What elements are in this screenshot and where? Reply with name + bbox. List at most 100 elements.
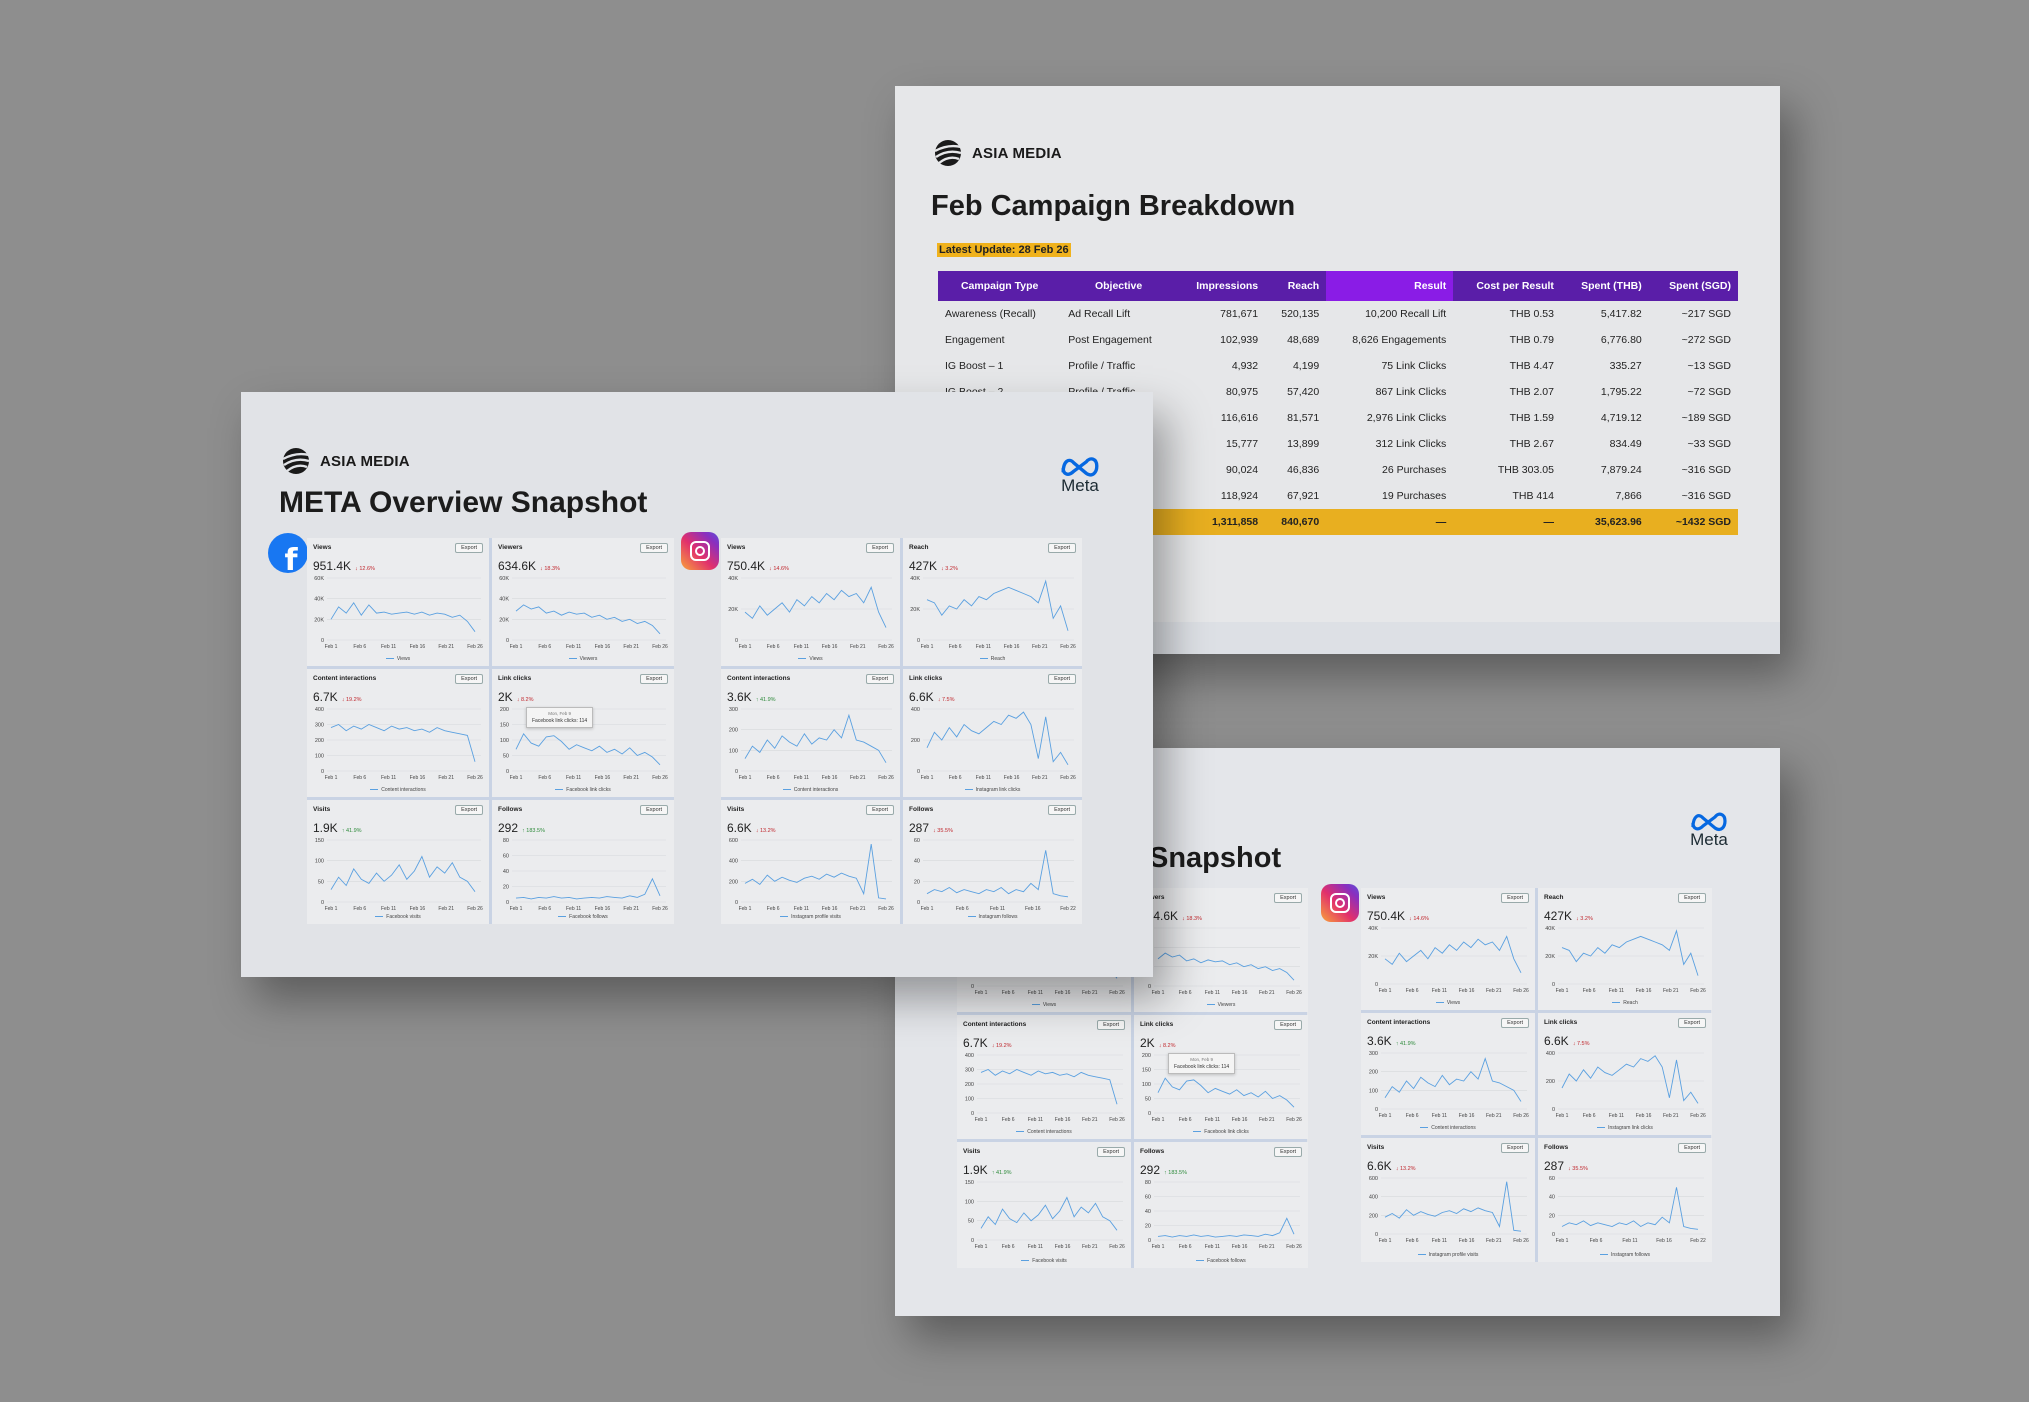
x-tick-label: Feb 1 — [975, 990, 988, 996]
export-button[interactable]: Export — [1678, 1018, 1706, 1028]
metric-card: Content interactions Export 3.6K ↑ 41.9% 300… — [1361, 1013, 1535, 1135]
x-tick-label: Feb 16 — [1004, 644, 1020, 650]
brand: ASIA MEDIA — [933, 138, 1062, 168]
export-button[interactable]: Export — [455, 674, 483, 684]
tooltip-date: Mon, Feb 9 — [1190, 1057, 1213, 1062]
metric-delta: ↑ 183.5% — [522, 828, 545, 834]
export-button[interactable]: Export — [1274, 1147, 1302, 1157]
metric-title: Content interactions — [1367, 1019, 1431, 1026]
x-tick-label: Feb 6 — [1406, 988, 1419, 994]
x-tick-label: Feb 26 — [652, 775, 668, 781]
col-header: Objective — [1061, 271, 1176, 301]
y-tick-label: 40K — [314, 597, 324, 603]
y-tick-label: 0 — [1148, 984, 1151, 990]
export-button[interactable]: Export — [866, 674, 894, 684]
metric-value: 6.6K — [1367, 1159, 1392, 1173]
x-tick-label: Feb 21 — [1082, 1244, 1098, 1250]
metric-card: Link clicks Export 2K ↓ 8.2% 200 150 100 50 0 Feb… — [1134, 1015, 1308, 1139]
instagram-metrics-grid: Views Export 750.4K ↓ 14.6% 40K 20K 0 Feb 1 Feb … — [721, 538, 1082, 924]
y-tick-label: 0 — [1375, 982, 1378, 988]
metric-value: 750.4K — [727, 559, 766, 573]
export-button[interactable]: Export — [1501, 893, 1529, 903]
table-cell: 5,417.82 — [1600, 308, 1642, 320]
export-button[interactable]: Export — [1678, 893, 1706, 903]
chart-legend: Facebook link clicks — [492, 787, 674, 793]
y-tick-label: 20K — [728, 607, 738, 613]
y-tick-label: 100 — [1369, 1088, 1378, 1094]
series-line — [515, 732, 661, 766]
x-tick-label: Feb 21 — [1486, 988, 1502, 994]
metric-value-wrap: 2K ↓ 8.2% — [498, 690, 534, 704]
metric-value-wrap: 292 ↑ 183.5% — [1140, 1163, 1187, 1177]
export-button[interactable]: Export — [1048, 543, 1076, 553]
y-tick-label: 20 — [1549, 1213, 1555, 1219]
x-tick-label: Feb 16 — [1004, 775, 1020, 781]
x-tick-label: Feb 26 — [1513, 1113, 1529, 1119]
x-tick-label: Feb 1 — [1152, 1244, 1165, 1250]
series-line — [1384, 935, 1522, 974]
metric-value-wrap: 2K ↓ 8.2% — [1140, 1036, 1176, 1050]
series-line — [1384, 1057, 1522, 1102]
metric-value: 951.4K — [313, 559, 352, 573]
x-tick-label: Feb 6 — [767, 644, 780, 650]
chart-legend: Content interactions — [721, 787, 900, 793]
export-button[interactable]: Export — [866, 805, 894, 815]
series-line — [1561, 929, 1699, 976]
export-button[interactable]: Export — [1501, 1143, 1529, 1153]
y-tick-label: 60 — [503, 854, 509, 860]
table-cell: 312 Link Clicks — [1375, 438, 1447, 450]
export-button[interactable]: Export — [1274, 1020, 1302, 1030]
chart-legend: Reach — [1538, 1000, 1712, 1006]
export-button[interactable]: Export — [1097, 1020, 1125, 1030]
metric-value-wrap: 951.4K↓ 12.6% — [313, 559, 375, 573]
metric-value: 292 — [498, 821, 519, 835]
table-total-cell: 1,311,858 — [1175, 509, 1266, 535]
metric-delta: ↓ 19.2% — [991, 1043, 1012, 1049]
export-button[interactable]: Export — [640, 805, 668, 815]
metric-value: 292 — [1140, 1163, 1161, 1177]
chart-legend: Instagram follows — [1538, 1252, 1712, 1258]
x-tick-label: Feb 26 — [652, 644, 668, 650]
export-button[interactable]: Export — [1048, 805, 1076, 815]
export-button[interactable]: Export — [1048, 674, 1076, 684]
export-button[interactable]: Export — [1678, 1143, 1706, 1153]
metric-card: Content interactions Export 6.7K ↓ 19.2% 400… — [957, 1015, 1131, 1139]
series-line — [744, 844, 887, 900]
export-button[interactable]: Export — [455, 543, 483, 553]
y-tick-label: 0 — [917, 638, 920, 644]
y-tick-label: 200 — [729, 728, 738, 734]
y-tick-label: 0 — [1552, 1232, 1555, 1238]
brand: ASIA MEDIA — [281, 446, 410, 476]
metric-delta: ↓ 3.2% — [941, 566, 958, 572]
y-tick-label: 0 — [506, 769, 509, 775]
export-button[interactable]: Export — [455, 805, 483, 815]
x-tick-label: Feb 26 — [1060, 644, 1076, 650]
x-tick-label: Feb 1 — [921, 644, 934, 650]
export-button[interactable]: Export — [1274, 893, 1302, 903]
x-tick-label: Feb 6 — [353, 775, 366, 781]
metric-value-wrap: 3.6K ↑ 41.9% — [1367, 1034, 1416, 1048]
export-button[interactable]: Export — [1097, 1147, 1125, 1157]
x-tick-label: Feb 11 — [1432, 1113, 1447, 1119]
export-button[interactable]: Export — [640, 543, 668, 553]
y-tick-label: 100 — [965, 1097, 974, 1103]
export-button[interactable]: Export — [1501, 1018, 1529, 1028]
metric-value-wrap: 634.6K ↓ 18.3% — [498, 559, 560, 573]
x-tick-label: Feb 26 — [1690, 1113, 1706, 1119]
y-tick-label: 300 — [315, 723, 324, 729]
metric-value: 3.6K — [727, 690, 752, 704]
x-tick-label: Feb 11 — [1622, 1238, 1637, 1244]
metric-value: 427K — [909, 559, 938, 573]
x-tick-label: Feb 26 — [467, 775, 483, 781]
metric-value: 1.9K — [313, 821, 338, 835]
x-tick-label: Feb 11 — [1205, 990, 1220, 996]
table-cell: ~316 SGD — [1681, 464, 1731, 476]
export-button[interactable]: Export — [866, 543, 894, 553]
x-tick-label: Feb 16 — [1232, 990, 1248, 996]
y-tick-label: 200 — [1546, 1079, 1555, 1085]
export-button[interactable]: Export — [640, 674, 668, 684]
